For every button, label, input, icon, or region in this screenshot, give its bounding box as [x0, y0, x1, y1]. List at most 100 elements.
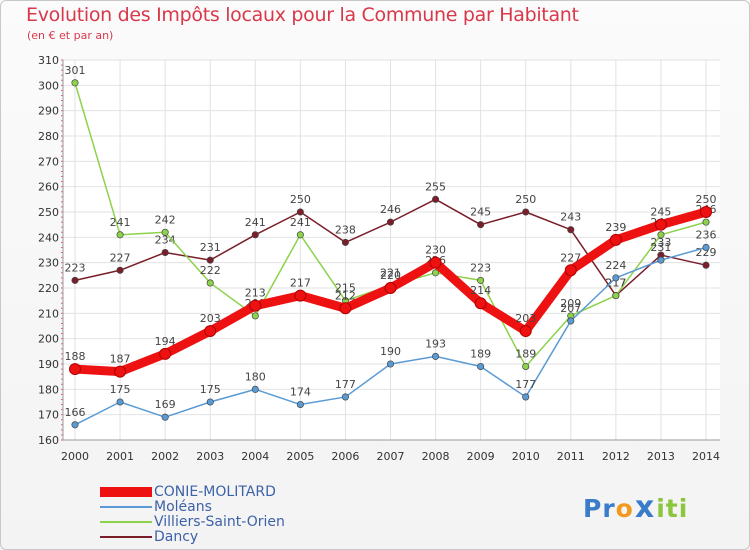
data-point — [341, 393, 349, 401]
data-point — [654, 218, 667, 231]
y-tick-label: 290 — [38, 105, 59, 118]
series-dancy: 223 227 234 231 241 250 238 246 255 245 250 243 217 2… — [65, 180, 717, 300]
data-point — [204, 325, 217, 338]
data-label: 190 — [380, 345, 401, 358]
logo-letter: i — [678, 494, 689, 523]
data-point — [519, 325, 532, 338]
logo-letter: P — [583, 494, 603, 523]
data-label: 224 — [605, 259, 626, 272]
data-label: 193 — [425, 337, 446, 350]
data-point — [294, 289, 307, 302]
data-point — [477, 362, 485, 371]
data-label: 189 — [515, 348, 536, 361]
data-point — [296, 231, 304, 239]
series-moleans: 166 175 169 175 180 174 177 190 193 189 177 207 224 2… — [65, 228, 717, 429]
data-label: 214 — [470, 284, 491, 297]
x-tick-label: 2007 — [377, 450, 405, 463]
data-label: 301 — [65, 64, 86, 77]
data-label: 217 — [605, 277, 626, 290]
data-label: 220 — [380, 269, 401, 282]
data-point — [522, 362, 530, 371]
data-point — [429, 256, 442, 269]
y-tick-label: 280 — [38, 130, 59, 143]
data-point — [296, 400, 304, 409]
logo-letter: o — [615, 494, 634, 523]
data-point — [567, 226, 575, 234]
data-label: 207 — [560, 302, 581, 315]
data-label: 241 — [110, 216, 131, 229]
x-tick-label: 2005 — [286, 450, 314, 463]
x-tick-label: 2010 — [512, 450, 540, 463]
data-point — [251, 385, 259, 393]
data-point — [522, 393, 530, 401]
legend-label: Dancy — [154, 529, 199, 545]
data-point — [296, 208, 304, 216]
data-label: 241 — [245, 216, 266, 229]
data-label: 189 — [470, 348, 491, 361]
data-point — [114, 365, 127, 378]
data-label: 234 — [155, 234, 176, 247]
data-point — [116, 398, 124, 406]
data-point — [116, 231, 124, 239]
data-point — [161, 413, 169, 421]
chart-subtitle: (en € et par an) — [27, 29, 114, 42]
data-label: 243 — [560, 211, 581, 224]
data-label: 227 — [110, 251, 131, 264]
data-point — [612, 292, 620, 300]
data-label: 209 — [560, 297, 581, 310]
data-point — [71, 421, 79, 429]
data-label: 187 — [110, 353, 131, 366]
data-label: 215 — [335, 282, 356, 295]
data-label: 203 — [200, 312, 221, 325]
x-tick-label: 2008 — [422, 450, 450, 463]
legend-swatch — [100, 487, 152, 497]
data-label: 236 — [696, 228, 717, 241]
data-label: 223 — [470, 261, 491, 274]
y-tick-label: 190 — [38, 358, 59, 371]
data-label: 166 — [65, 406, 86, 419]
y-tick-label: 230 — [38, 257, 59, 270]
series-villiers-saint-orien: 3012412422222092412152212262231892092172… — [65, 64, 717, 371]
x-tick-label: 2004 — [241, 450, 269, 463]
data-point — [432, 352, 440, 360]
data-point — [71, 276, 79, 284]
data-point — [567, 317, 575, 325]
data-point — [702, 218, 710, 226]
x-tick-label: 2001 — [106, 450, 134, 463]
legend-label: CONIE-MOLITARD — [154, 484, 276, 500]
data-label: 245 — [470, 206, 491, 219]
data-label: 221 — [380, 266, 401, 279]
data-point — [251, 231, 259, 239]
data-point — [432, 269, 440, 277]
data-label: 174 — [290, 386, 311, 399]
logo-letter: r — [602, 494, 616, 523]
y-tick-label: 260 — [38, 181, 59, 194]
data-point — [386, 218, 395, 226]
data-label: 227 — [560, 251, 581, 264]
data-point — [159, 347, 172, 360]
logo-letter: i — [656, 494, 666, 523]
data-point — [657, 256, 665, 264]
data-label: 231 — [650, 241, 671, 254]
series-conie-molitard: 188 187 194 203 213 217 212 220 230 214 203 227 239 2… — [65, 193, 717, 378]
y-tick-label: 270 — [38, 155, 59, 168]
legend-swatch — [100, 521, 152, 523]
data-label: 239 — [605, 221, 626, 234]
data-point — [206, 279, 214, 287]
data-label: 212 — [335, 289, 356, 302]
data-label: 245 — [650, 206, 671, 219]
data-point — [432, 195, 440, 203]
data-point — [564, 264, 577, 277]
data-label: 177 — [515, 378, 536, 391]
data-label: 213 — [245, 287, 266, 300]
data-label: 250 — [515, 193, 536, 206]
y-tick-label: 170 — [38, 409, 59, 422]
data-label: 231 — [200, 241, 221, 254]
plot-area — [63, 60, 720, 440]
data-point — [474, 297, 487, 310]
data-point — [161, 248, 169, 257]
y-tick-label: 160 — [38, 434, 59, 447]
data-point — [612, 274, 620, 282]
y-tick-label: 240 — [38, 231, 59, 244]
data-point — [477, 276, 485, 284]
